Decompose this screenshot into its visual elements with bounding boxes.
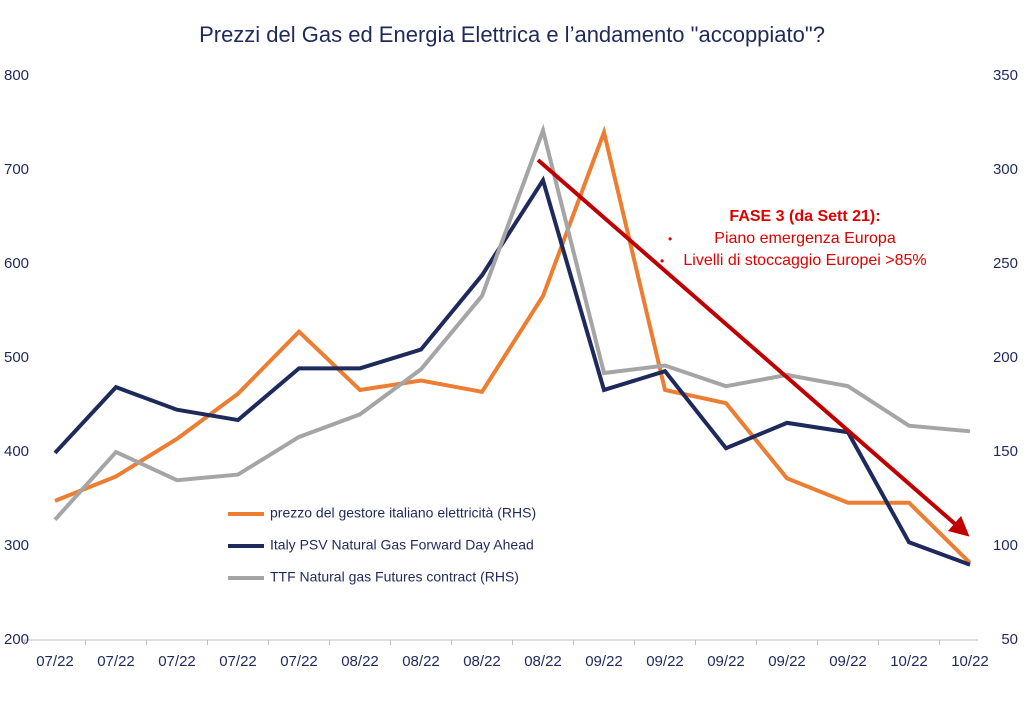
y2-tick-label: 350 [993, 67, 1018, 84]
y2-tick-label: 50 [1001, 631, 1018, 648]
y2-tick-label: 300 [993, 161, 1018, 178]
trend-arrow [536, 158, 970, 537]
y2-tick-label: 250 [993, 255, 1018, 272]
y-tick-label: 500 [4, 349, 29, 366]
series-line [53, 175, 971, 567]
x-tick-label: 07/22 [280, 653, 318, 670]
annotation: FASE 3 (da Sett 21): Piano emergenza Eur… [640, 206, 970, 272]
series-line [53, 123, 971, 522]
y2-tick-label: 200 [993, 349, 1018, 366]
x-tick-label: 08/22 [463, 653, 501, 670]
chart-title: Prezzi del Gas ed Energia Elettrica e l’… [199, 22, 825, 47]
x-tick-label: 09/22 [585, 653, 623, 670]
x-tick-label: 10/22 [890, 653, 928, 670]
x-tick-label: 07/22 [97, 653, 135, 670]
y-tick-label: 300 [4, 537, 29, 554]
legend-label: TTF Natural gas Futures contract (RHS) [270, 569, 519, 585]
x-tick-label: 09/22 [646, 653, 684, 670]
y-tick-label: 700 [4, 161, 29, 178]
y-tick-label: 200 [4, 631, 29, 648]
x-tick-label: 09/22 [707, 653, 745, 670]
y-tick-label: 800 [4, 67, 29, 84]
x-tick-label: 07/22 [36, 653, 74, 670]
x-tick-label: 09/22 [768, 653, 806, 670]
x-tick-label: 07/22 [219, 653, 257, 670]
x-tick-label: 08/22 [524, 653, 562, 670]
annotation-list: Piano emergenza Europa Livelli di stocca… [640, 228, 970, 272]
annotation-item: Livelli di stoccaggio Europei >85% [640, 250, 970, 272]
annotation-item: Piano emergenza Europa [640, 228, 970, 250]
x-tick-label: 08/22 [341, 653, 379, 670]
x-tick-label: 09/22 [829, 653, 867, 670]
x-tick-label: 10/22 [951, 653, 989, 670]
y-tick-label: 400 [4, 443, 29, 460]
y2-tick-label: 150 [993, 443, 1018, 460]
legend-label: prezzo del gestore italiano elettricità … [270, 505, 536, 521]
series-line [54, 125, 972, 565]
annotation-title: FASE 3 (da Sett 21): [729, 208, 881, 225]
x-tick-label: 07/22 [158, 653, 196, 670]
legend-label: Italy PSV Natural Gas Forward Day Ahead [270, 537, 534, 553]
y-tick-label: 600 [4, 255, 29, 272]
x-tick-label: 08/22 [402, 653, 440, 670]
y2-tick-label: 100 [993, 537, 1018, 554]
